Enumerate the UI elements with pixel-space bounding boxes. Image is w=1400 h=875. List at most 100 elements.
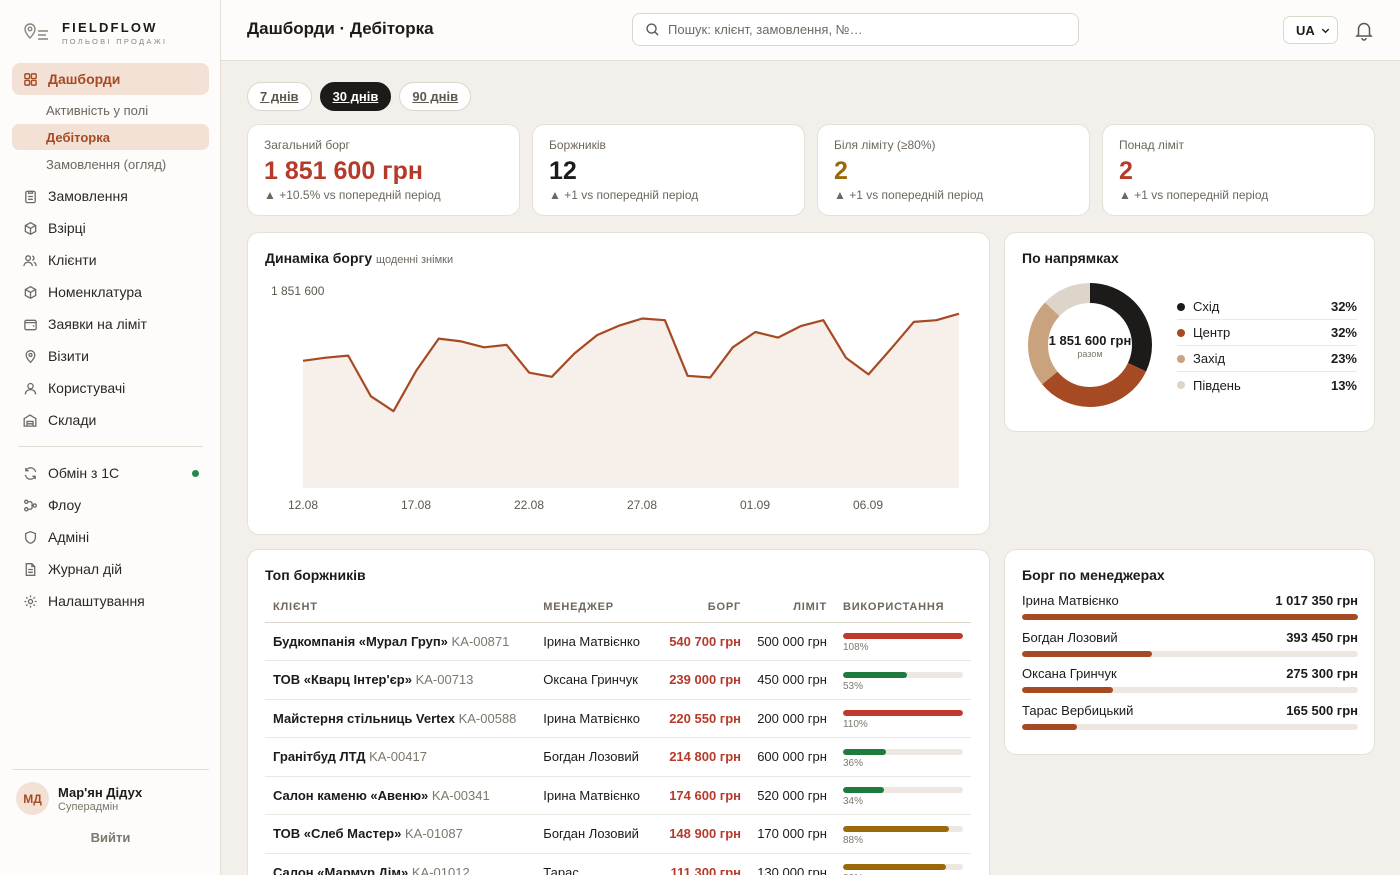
donut-total-caption: разом bbox=[1077, 349, 1103, 359]
warehouse-icon bbox=[22, 412, 38, 428]
column-header-debt[interactable]: БОРГ bbox=[661, 592, 750, 623]
usage-bar bbox=[842, 710, 963, 717]
cell-usage: 34% bbox=[834, 776, 971, 815]
sidebar-item-label: Обмін з 1С bbox=[48, 465, 120, 481]
cell-client[interactable]: Будкомпанія «Мурал Груп» KA-00871 bbox=[265, 622, 536, 661]
sidebar-item-label: Склади bbox=[48, 412, 97, 428]
sidebar-item-label: Номенклатура bbox=[48, 284, 142, 300]
sidebar-item-orders[interactable]: Замовлення bbox=[12, 180, 209, 212]
tab-period-7[interactable]: 7 днів bbox=[247, 82, 312, 111]
user-divider bbox=[12, 769, 209, 770]
manager-bar-fill bbox=[1022, 650, 1152, 657]
sidebar-item-settings[interactable]: Налаштування bbox=[12, 585, 209, 617]
table-row[interactable]: Будкомпанія «Мурал Груп» KA-00871 Ірина М… bbox=[265, 622, 971, 661]
manager-amount: 275 300 грн bbox=[1286, 666, 1358, 681]
brand[interactable]: FIELDFLOW ПОЛЬОВІ ПРОДАЖІ bbox=[22, 20, 167, 46]
top-debtors-card: Топ боржників КЛІЄНТ МЕНЕДЖЕР БОРГ ЛІМІТ… bbox=[247, 549, 990, 875]
cell-client[interactable]: Салон «Мармур Дім» KA-01012 bbox=[265, 853, 536, 875]
x-axis-tick-label: 22.08 bbox=[514, 498, 544, 512]
sidebar-item-audit-log[interactable]: Журнал дій bbox=[12, 553, 209, 585]
sidebar-item-label: Флоу bbox=[48, 497, 82, 513]
sidebar-item-limit-requests[interactable]: Заявки на ліміт bbox=[12, 308, 209, 340]
brand-name: FIELDFLOW bbox=[62, 20, 158, 35]
sidebar-item-label: Журнал дій bbox=[48, 561, 123, 577]
language-select[interactable]: UA bbox=[1283, 16, 1338, 44]
manager-row[interactable]: Ірина Матвієнко 1 017 350 грн bbox=[1022, 593, 1358, 620]
usage-bar bbox=[842, 787, 963, 794]
sidebar-subitem-orders-overview[interactable]: Замовлення (огляд) bbox=[46, 156, 167, 172]
manager-row[interactable]: Тарас Вербицький 165 500 грн bbox=[1022, 703, 1358, 730]
sidebar-item-label: Клієнти bbox=[48, 252, 97, 268]
table-row[interactable]: Майстерня стільниць Vertex KA-00588 Ірина… bbox=[265, 699, 971, 738]
sidebar-item-label: Налаштування bbox=[48, 593, 145, 609]
table-row[interactable]: Салон каменю «Авеню» KA-00341 Ірина Матві… bbox=[265, 776, 971, 815]
sidebar-item-admins[interactable]: Адміні bbox=[12, 521, 209, 553]
map-pin-icon bbox=[22, 348, 38, 364]
kpi-card-over-limit: Понад ліміт 2 ▲ +1 vs попередній період bbox=[1102, 124, 1375, 216]
chart-title: Динаміка боргу bbox=[265, 250, 373, 266]
cell-usage: 36% bbox=[834, 737, 971, 777]
users-icon bbox=[22, 252, 38, 268]
logout-button[interactable]: Вийти bbox=[90, 830, 131, 845]
search-input[interactable] bbox=[668, 22, 1048, 37]
manager-row-text: Оксана Гринчук 275 300 грн bbox=[1022, 666, 1358, 681]
user-profile[interactable]: МД Мар'ян Дідух Суперадмін bbox=[16, 782, 142, 815]
sidebar-item-samples[interactable]: Взірці bbox=[12, 212, 209, 244]
sidebar-item-warehouses[interactable]: Склади bbox=[12, 404, 209, 436]
manager-row[interactable]: Богдан Лозовий 393 450 грн bbox=[1022, 630, 1358, 657]
table-row[interactable]: Гранітбуд ЛТД KA-00417 Богдан Лозовий 214 … bbox=[265, 737, 971, 777]
bell-icon[interactable] bbox=[1353, 19, 1375, 41]
usage-percent: 108% bbox=[842, 642, 869, 654]
tab-period-90[interactable]: 90 днів bbox=[399, 82, 472, 111]
search-box[interactable] bbox=[632, 13, 1079, 46]
sidebar-item-dashboards[interactable]: Дашборди bbox=[12, 63, 209, 95]
sidebar-item-users[interactable]: Користувачі bbox=[12, 372, 209, 404]
manager-row[interactable]: Оксана Гринчук 275 300 грн bbox=[1022, 666, 1358, 693]
column-header-usage[interactable]: ВИКОРИСТАННЯ bbox=[834, 592, 971, 623]
cell-debt: 174 600 грн bbox=[661, 776, 750, 815]
cell-manager: Ірина Матвієнко bbox=[535, 699, 662, 738]
usage-bar bbox=[842, 864, 963, 871]
usage-percent: 110% bbox=[842, 719, 868, 731]
manager-name: Богдан Лозовий bbox=[1022, 629, 1118, 645]
donut-slice[interactable] bbox=[1028, 283, 1152, 407]
sidebar-item-visits[interactable]: Візити bbox=[12, 340, 209, 372]
cell-manager: Тарас bbox=[535, 853, 662, 875]
cell-usage: 53% bbox=[834, 660, 971, 700]
cell-limit: 600 000 грн bbox=[749, 737, 835, 777]
column-header-limit[interactable]: ЛІМІТ bbox=[749, 592, 835, 623]
trend-area-fill bbox=[303, 313, 959, 488]
sidebar-item-1c-sync[interactable]: Обмін з 1С bbox=[12, 457, 209, 489]
cell-limit: 450 000 грн bbox=[749, 660, 835, 700]
sidebar-item-flow[interactable]: Флоу bbox=[12, 489, 209, 521]
manager-bar bbox=[1022, 614, 1358, 620]
client-name: Майстерня стільниць Vertex bbox=[273, 710, 455, 726]
kpi-value: 2 bbox=[1119, 157, 1133, 185]
usage-percent: 36% bbox=[842, 757, 863, 769]
manager-amount: 393 450 грн bbox=[1286, 629, 1358, 645]
kpi-value: 1 851 600 грн bbox=[264, 157, 423, 185]
donut-slice[interactable] bbox=[1028, 283, 1152, 407]
manager-name: Тарас Вербицький bbox=[1022, 702, 1134, 718]
column-header-manager[interactable]: МЕНЕДЖЕР bbox=[535, 592, 662, 623]
cell-client[interactable]: ТОВ «Слеб Мастер» KA-01087 bbox=[265, 814, 536, 854]
table-row[interactable]: ТОВ «Кварц Інтер'єр» KA-00713 Оксана Грин… bbox=[265, 660, 971, 700]
cell-manager: Оксана Гринчук bbox=[535, 660, 662, 700]
sidebar-item-label: Адміні bbox=[48, 529, 90, 545]
sidebar-item-clients[interactable]: Клієнти bbox=[12, 244, 209, 276]
table-row[interactable]: Салон «Мармур Дім» KA-01012 Тарас 111 300 … bbox=[265, 853, 971, 875]
client-code: KA-00417 bbox=[369, 749, 427, 765]
cell-client[interactable]: ТОВ «Кварц Інтер'єр» KA-00713 bbox=[265, 660, 536, 700]
cell-client[interactable]: Майстерня стільниць Vertex KA-00588 bbox=[265, 699, 536, 738]
table-row[interactable]: ТОВ «Слеб Мастер» KA-01087 Богдан Лозовий… bbox=[265, 814, 971, 854]
grid-icon bbox=[22, 71, 38, 87]
donut-slice[interactable] bbox=[1028, 283, 1152, 407]
tab-period-30[interactable]: 30 днів bbox=[319, 82, 392, 111]
cell-client[interactable]: Гранітбуд ЛТД KA-00417 bbox=[265, 737, 536, 777]
sidebar-item-catalog[interactable]: Номенклатура bbox=[12, 276, 209, 308]
x-axis-tick-label: 12.08 bbox=[288, 498, 318, 512]
column-header-client[interactable]: КЛІЄНТ bbox=[265, 592, 536, 623]
cell-client[interactable]: Салон каменю «Авеню» KA-00341 bbox=[265, 776, 536, 815]
sidebar-subitem-receivables[interactable]: Дебіторка bbox=[12, 124, 209, 150]
sidebar-subitem-field-activity[interactable]: Активність у полі bbox=[46, 102, 149, 118]
